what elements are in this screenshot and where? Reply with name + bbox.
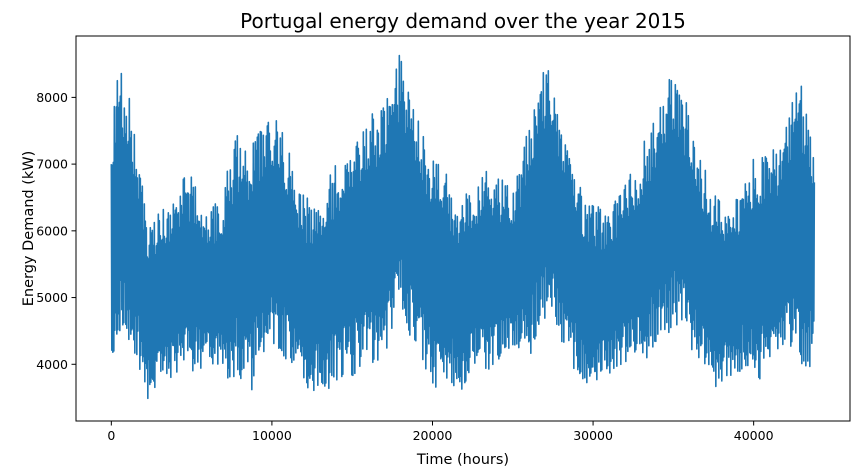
x-tick-label: 30000 <box>573 428 613 443</box>
y-tick-label: 6000 <box>36 223 68 238</box>
y-tick-label: 8000 <box>36 90 68 105</box>
y-tick-label: 5000 <box>36 290 68 305</box>
chart-title: Portugal energy demand over the year 201… <box>240 9 686 33</box>
x-tick-label: 0 <box>107 428 115 443</box>
x-axis-ticks: 0 10000 20000 30000 40000 <box>107 421 774 443</box>
x-tick-label: 10000 <box>252 428 292 443</box>
x-axis-label: Time (hours) <box>416 452 509 468</box>
y-axis-ticks: 4000 5000 6000 7000 8000 <box>36 90 76 372</box>
y-tick-label: 4000 <box>36 357 68 372</box>
plot-area <box>110 54 816 400</box>
y-tick-label: 7000 <box>36 157 68 172</box>
series-line-0 <box>110 54 816 400</box>
x-tick-label: 40000 <box>734 428 774 443</box>
y-axis-label: Energy Demand (kW) <box>21 151 37 307</box>
axes-frame <box>75 35 851 422</box>
x-tick-label: 20000 <box>413 428 453 443</box>
